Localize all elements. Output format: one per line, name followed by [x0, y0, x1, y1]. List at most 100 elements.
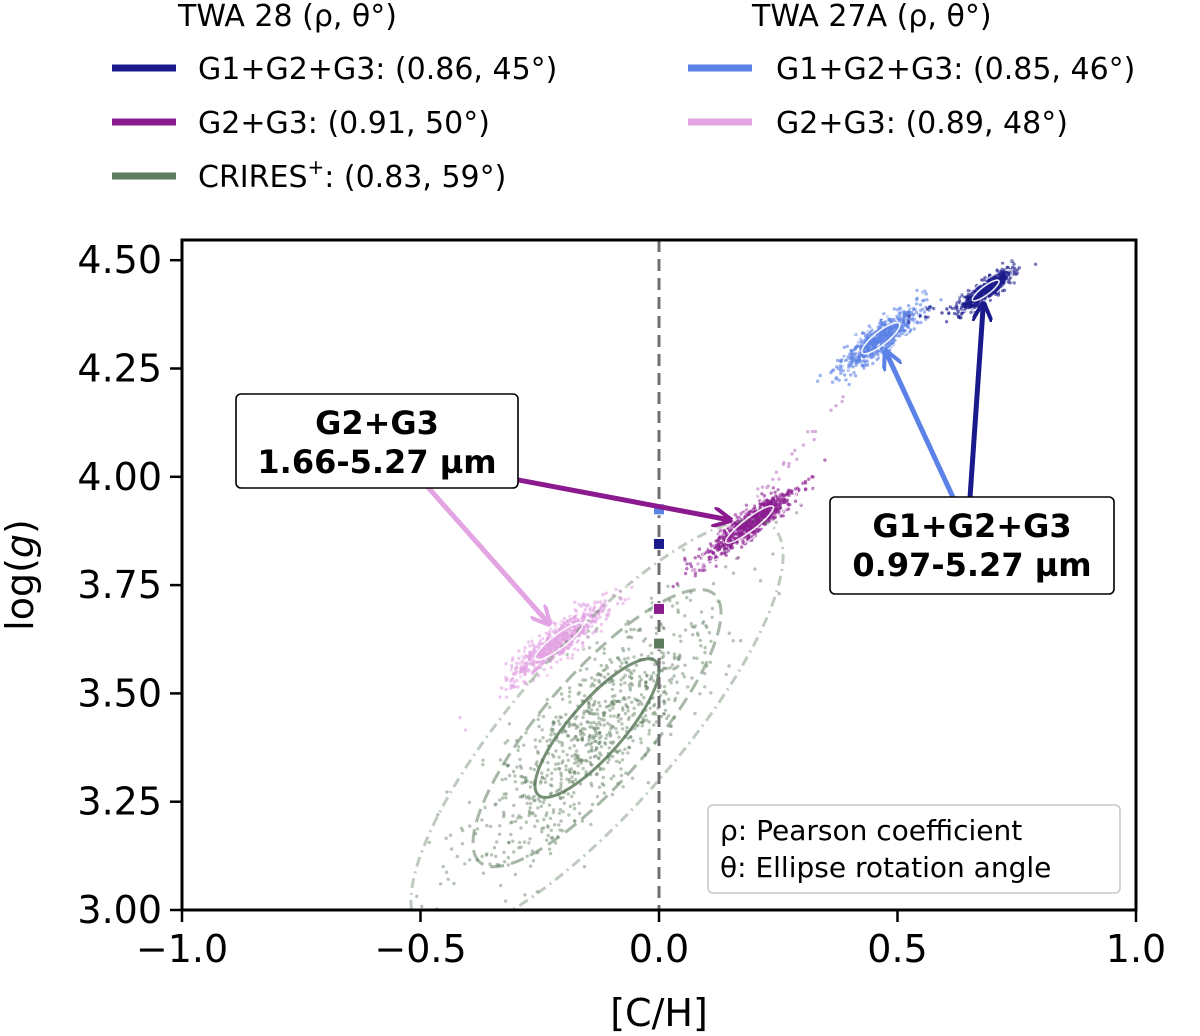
scatter-point — [638, 720, 643, 724]
scatter-point — [531, 678, 536, 683]
scatter-point — [528, 785, 533, 789]
scatter-point — [573, 717, 577, 721]
scatter-point — [598, 615, 602, 619]
scatter-point — [564, 768, 568, 772]
annotation-g1g2g3-line2: 0.97-5.27 µm — [852, 546, 1091, 584]
scatter-point — [621, 697, 625, 701]
annotation-g2g3-line1: G2+G3 — [315, 404, 439, 442]
scatter-point — [559, 773, 563, 778]
scatter-point — [519, 766, 523, 770]
scatter-point — [481, 758, 485, 762]
scatter-point — [605, 666, 610, 670]
scatter-point — [796, 486, 800, 490]
scatter-point — [709, 691, 713, 695]
scatter-point — [543, 780, 548, 784]
scatter-point — [570, 779, 575, 784]
scatter-point — [527, 797, 532, 801]
scatter-point — [773, 507, 777, 512]
scatter-point — [752, 524, 756, 528]
scatter-point — [415, 894, 419, 898]
scatter-point — [842, 345, 846, 350]
contour-ellipse — [471, 587, 723, 869]
scatter-point — [570, 775, 574, 779]
legend-label-twa27a-g1g2g3: G1+G2+G3: (0.85, 46°) — [776, 52, 1135, 87]
scatter-point — [662, 712, 666, 716]
scatter-point — [593, 600, 597, 604]
scatter-point — [559, 715, 564, 720]
scatter-point — [507, 840, 511, 845]
scatter-point — [578, 782, 583, 786]
scatter-point — [999, 273, 1003, 277]
scatter-point — [595, 794, 600, 799]
scatter-point — [711, 581, 716, 586]
scatter-point — [444, 836, 448, 840]
scatter-point — [556, 719, 561, 723]
scatter-point — [548, 851, 553, 856]
scatter-point — [573, 600, 577, 604]
scatter-point — [1003, 274, 1007, 279]
scatter-point — [575, 749, 579, 753]
scatter-point — [853, 358, 857, 362]
scatter-point — [567, 686, 572, 690]
scatter-point — [906, 325, 911, 329]
scatter-point — [763, 522, 767, 527]
scatter-point — [586, 742, 590, 746]
scatter-point — [552, 721, 556, 725]
scatter-point — [529, 766, 533, 771]
scatter-point — [620, 758, 625, 762]
scatter-point — [898, 314, 902, 319]
scatter-point — [590, 624, 594, 628]
scatter-point — [598, 730, 602, 735]
scatter-point — [540, 728, 544, 732]
scatter-point — [498, 695, 502, 699]
scatter-point — [610, 679, 614, 683]
scatter-point — [599, 622, 604, 627]
scatter-point — [686, 685, 690, 689]
scatter-point — [583, 694, 587, 698]
scatter-point — [939, 298, 943, 302]
scatter-point — [602, 713, 606, 718]
scatter-point — [685, 562, 689, 566]
scatter-point — [509, 821, 513, 825]
scatter-point — [835, 358, 840, 363]
scatter-point — [572, 802, 576, 807]
scatter-point — [531, 859, 536, 863]
scatter-point — [639, 693, 644, 697]
scatter-point — [716, 538, 720, 543]
scatter-point — [572, 761, 577, 765]
scatter-point — [533, 738, 537, 742]
scatter-point — [538, 654, 542, 658]
scatter-point — [771, 499, 775, 503]
scatter-point — [498, 824, 502, 828]
scatter-point — [861, 363, 865, 368]
scatter-point — [862, 349, 866, 353]
scatter-point — [963, 306, 968, 310]
scatter-point — [582, 616, 586, 620]
scatter-point — [626, 705, 630, 710]
scatter-point — [647, 720, 651, 724]
scatter-point — [558, 787, 563, 791]
scatter-point — [649, 674, 654, 678]
scatter-point — [1015, 271, 1019, 275]
scatter-point — [557, 641, 562, 645]
scatter-point — [845, 344, 849, 348]
legend-title-twa28: TWA 28 (ρ, θ°) — [177, 0, 397, 34]
scatter-point — [774, 510, 778, 514]
scatter-point — [593, 629, 597, 633]
scatter-point — [602, 791, 606, 795]
scatter-point — [590, 741, 594, 745]
scatter-point — [679, 639, 683, 643]
scatter-point — [629, 676, 633, 680]
scatter-point — [589, 711, 593, 716]
scatter-point — [579, 722, 583, 726]
scatter-point — [569, 631, 573, 636]
scatter-point — [615, 749, 619, 753]
scatter-point — [577, 683, 582, 687]
scatter-point — [574, 726, 578, 730]
scatter-point — [601, 668, 606, 673]
scatter-point — [612, 702, 616, 706]
scatter-point — [533, 798, 537, 802]
scatter-point — [683, 628, 688, 632]
scatter-point — [678, 653, 682, 657]
scatter-point — [586, 699, 591, 704]
